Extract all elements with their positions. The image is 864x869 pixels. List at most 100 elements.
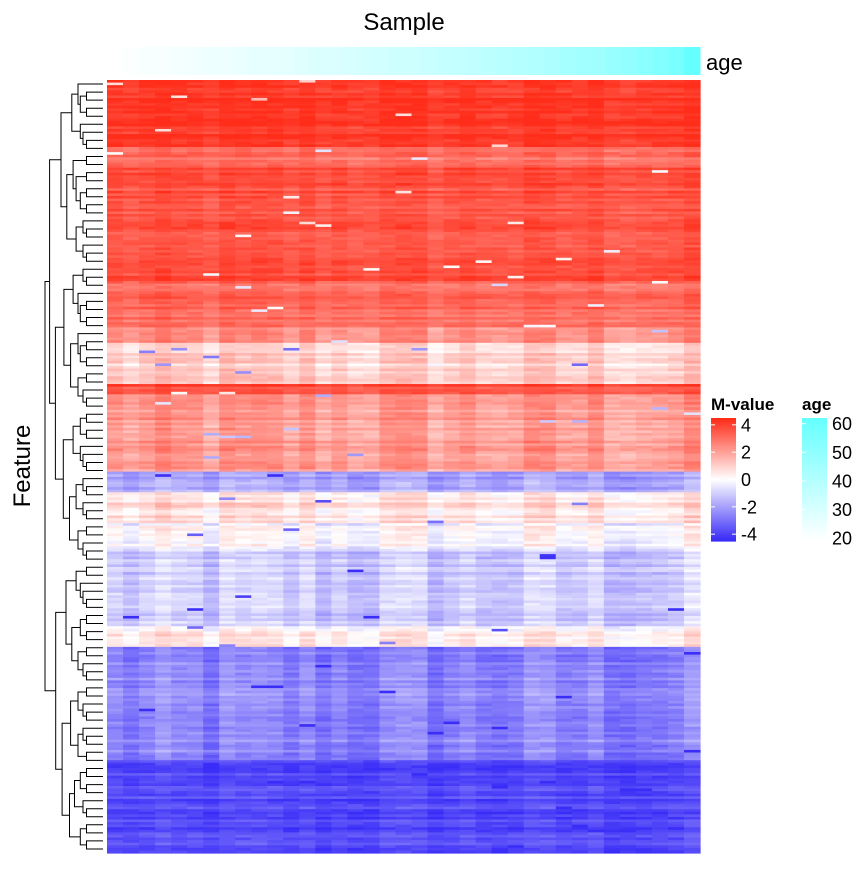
heatmap-cell (667, 335, 685, 339)
heatmap-cell (203, 317, 220, 321)
heatmap-cell (475, 324, 493, 328)
dendrogram-branch (72, 274, 83, 304)
heatmap-cell (171, 291, 188, 295)
heatmap-cell (507, 299, 525, 303)
heatmap-cell (683, 87, 701, 91)
heatmap-cell (507, 154, 525, 158)
heatmap-cell (683, 213, 701, 218)
heatmap-cell (475, 311, 493, 316)
heatmap-cell (347, 216, 365, 220)
heatmap-cell (459, 103, 477, 107)
heatmap-cell (507, 329, 525, 334)
heatmap-cell (331, 162, 349, 166)
heatmap-cell (123, 185, 140, 189)
heatmap-cell (187, 262, 204, 267)
heatmap-cell (539, 92, 557, 97)
heatmap-cell (283, 299, 300, 303)
heatmap-cell (107, 224, 124, 228)
heatmap-cell (587, 146, 605, 151)
heatmap-cell (187, 175, 204, 179)
heatmap-cell (283, 278, 300, 282)
heatmap-cell (299, 190, 316, 194)
heatmap-cell (347, 322, 365, 326)
heatmap-cell (155, 213, 172, 218)
heatmap-cell (299, 237, 316, 241)
heatmap-cell (347, 121, 365, 125)
heatmap-cell (523, 322, 541, 326)
heatmap-cell (667, 136, 685, 140)
heatmap-cell (363, 239, 381, 243)
heatmap-cell (427, 329, 445, 334)
heatmap-cell (667, 319, 685, 323)
heatmap-cell (443, 128, 461, 133)
heatmap-cell (507, 141, 525, 146)
heatmap-cell (379, 170, 397, 174)
heatmap-cell (683, 128, 701, 133)
dendrogram-branch (86, 735, 103, 745)
heatmap-cell (139, 172, 156, 176)
dendrogram-branch (79, 445, 103, 461)
heatmap-cell (331, 188, 349, 192)
heatmap-cell (379, 275, 397, 280)
heatmap-cell (251, 175, 268, 179)
heatmap-cell (667, 255, 685, 259)
heatmap-cell (571, 105, 589, 109)
heatmap-cell (395, 134, 413, 138)
heatmap-cell (187, 167, 204, 171)
heatmap-cell (507, 134, 525, 138)
heatmap-cell (587, 335, 605, 339)
heatmap-cell (187, 128, 204, 133)
heatmap-cell (491, 232, 509, 236)
heatmap-cell (267, 82, 284, 86)
heatmap-cell (171, 118, 188, 122)
heatmap-cell (363, 301, 381, 305)
heatmap-cell (475, 85, 493, 89)
heatmap-cell (347, 80, 365, 84)
heatmap-cell (651, 286, 669, 290)
heatmap-cell (587, 208, 605, 213)
heatmap-cell (619, 219, 637, 223)
heatmap-cell (155, 216, 172, 220)
heatmap-cell (347, 113, 365, 117)
heatmap-cell (155, 226, 172, 231)
heatmap-cell (155, 208, 172, 213)
heatmap-cell (283, 118, 300, 122)
heatmap-cell (139, 180, 156, 184)
heatmap-cell (219, 195, 236, 200)
heatmap-cell (331, 345, 349, 349)
heatmap-cell (571, 118, 589, 122)
heatmap-cell (139, 270, 156, 274)
heatmap-cell (395, 327, 413, 331)
heatmap-cell (651, 244, 669, 249)
heatmap-cell (635, 139, 653, 143)
heatmap-cell (299, 224, 316, 228)
heatmap-cell (203, 105, 220, 109)
heatmap-cell (443, 332, 461, 336)
heatmap-cell (235, 116, 252, 120)
heatmap-cell (139, 177, 156, 182)
heatmap-cell (379, 195, 397, 200)
heatmap-cell (651, 103, 669, 107)
heatmap-cell (427, 188, 445, 192)
heatmap-cell (603, 180, 621, 184)
heatmap-cell (107, 188, 124, 192)
age-annotation-cell (575, 47, 592, 75)
heatmap-cell (507, 296, 525, 300)
heatmap-cell (651, 252, 669, 256)
heatmap-cell (315, 270, 332, 274)
heatmap-cell (155, 85, 172, 89)
heatmap-cell (299, 255, 316, 259)
heatmap-cell (603, 288, 621, 292)
heatmap-cell (491, 149, 509, 153)
heatmap-cell (187, 144, 204, 148)
heatmap-cell (331, 229, 349, 233)
heatmap-cell (635, 87, 653, 91)
heatmap-cell (251, 237, 268, 241)
heatmap-cell (187, 224, 204, 228)
heatmap-cell (571, 273, 589, 277)
heatmap-cell (475, 252, 493, 256)
heatmap-cell (683, 185, 701, 189)
heatmap-cell (427, 296, 445, 300)
heatmap-cell (427, 322, 445, 326)
heatmap-cell (331, 237, 349, 241)
